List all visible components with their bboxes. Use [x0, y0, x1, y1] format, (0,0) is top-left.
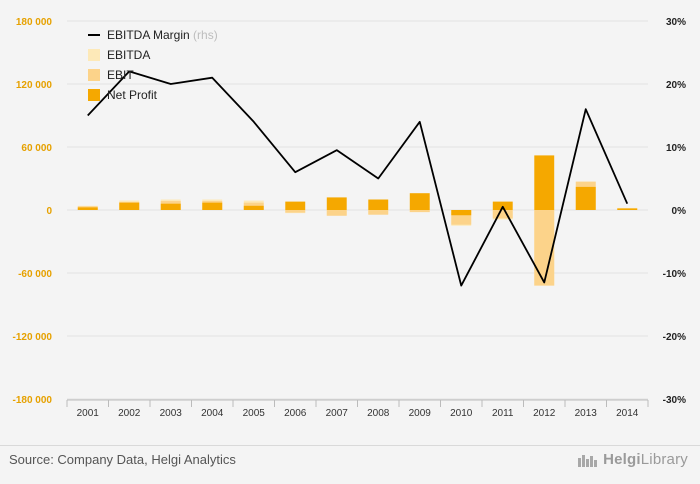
legend-label: EBIT	[107, 68, 134, 82]
y-tick-label-left: -120 000	[13, 332, 53, 343]
x-tick-label: 2008	[367, 408, 390, 419]
x-tick-label: 2009	[409, 408, 432, 419]
bar-ebit	[492, 210, 513, 219]
x-tick-label: 2007	[326, 408, 349, 419]
y-tick-label-right: 30%	[666, 17, 686, 28]
x-tick-label: 2004	[201, 408, 224, 419]
legend-label: EBITDA	[107, 48, 150, 62]
legend-marker-box	[88, 89, 100, 101]
x-tick-label: 2001	[77, 408, 100, 419]
bar-ebit	[409, 210, 430, 213]
helgi-library-logo[interactable]: HelgiLibrary	[577, 451, 688, 468]
bar-net-profit	[617, 208, 638, 210]
bar-net-profit	[409, 193, 430, 210]
x-tick-label: 2014	[616, 408, 639, 419]
legend-marker-box	[88, 69, 100, 81]
x-tick-label: 2006	[284, 408, 307, 419]
y-tick-label-left: -180 000	[13, 395, 53, 406]
brand-library: Library	[640, 451, 688, 468]
y-tick-label-right: -30%	[663, 395, 686, 406]
x-tick-label: 2002	[118, 408, 141, 419]
chart-svg: 180 000 30% 120 000 20% 60 000 10% 0 0% -60 000 -…	[13, 17, 687, 419]
brand-helgi: Helgi	[603, 451, 641, 468]
bar-net-profit	[326, 197, 347, 210]
y-tick-label-right: -10%	[663, 269, 686, 280]
footer: Source: Company Data, Helgi Analytics He…	[0, 445, 700, 484]
x-tick-label: 2011	[492, 408, 514, 419]
legend-label: EBITDA Margin (rhs)	[107, 28, 218, 42]
x-tick-label: 2012	[533, 408, 556, 419]
y-tick-label-left: 0	[46, 206, 52, 217]
x-tick-label: 2013	[575, 408, 598, 419]
legend-suffix: (rhs)	[190, 28, 218, 42]
bar-ebit	[326, 210, 347, 216]
bar-net-profit	[243, 205, 264, 210]
line-ebitda-margin	[87, 70, 629, 287]
x-tick-label: 2010	[450, 408, 473, 419]
y-tick-label-left: 60 000	[21, 143, 52, 154]
y-tick-label-right: -20%	[663, 332, 686, 343]
chart-area: 180 000 30% 120 000 20% 60 000 10% 0 0% -60 000 -…	[13, 17, 687, 419]
bar-net-profit	[534, 155, 555, 210]
bar-net-profit	[77, 207, 98, 210]
bar-net-profit	[285, 201, 306, 210]
y-tick-label-right: 0%	[672, 206, 687, 217]
bar-net-profit	[368, 199, 389, 210]
legend-label: Net Profit	[107, 88, 158, 102]
y-tick-label-left: 120 000	[16, 80, 53, 91]
bar-net-profit	[119, 202, 140, 210]
bar-ebit	[368, 210, 389, 215]
library-icon	[578, 455, 598, 468]
bar-net-profit	[492, 201, 513, 210]
y-tick-label-right: 10%	[666, 143, 686, 154]
bar-net-profit	[160, 203, 181, 210]
bar-ebit	[534, 210, 555, 286]
x-tick-label: 2005	[243, 408, 266, 419]
legend-marker-box	[88, 49, 100, 61]
source-text: Source: Company Data, Helgi Analytics	[9, 452, 236, 467]
x-tick-label: 2003	[160, 408, 183, 419]
y-tick-label-left: -60 000	[18, 269, 52, 280]
y-tick-label-left: 180 000	[16, 17, 53, 28]
y-tick-label-right: 20%	[666, 80, 686, 91]
bar-net-profit	[575, 186, 596, 210]
bar-net-profit	[451, 210, 472, 216]
bar-ebit	[285, 210, 306, 213]
bar-net-profit	[202, 202, 223, 210]
